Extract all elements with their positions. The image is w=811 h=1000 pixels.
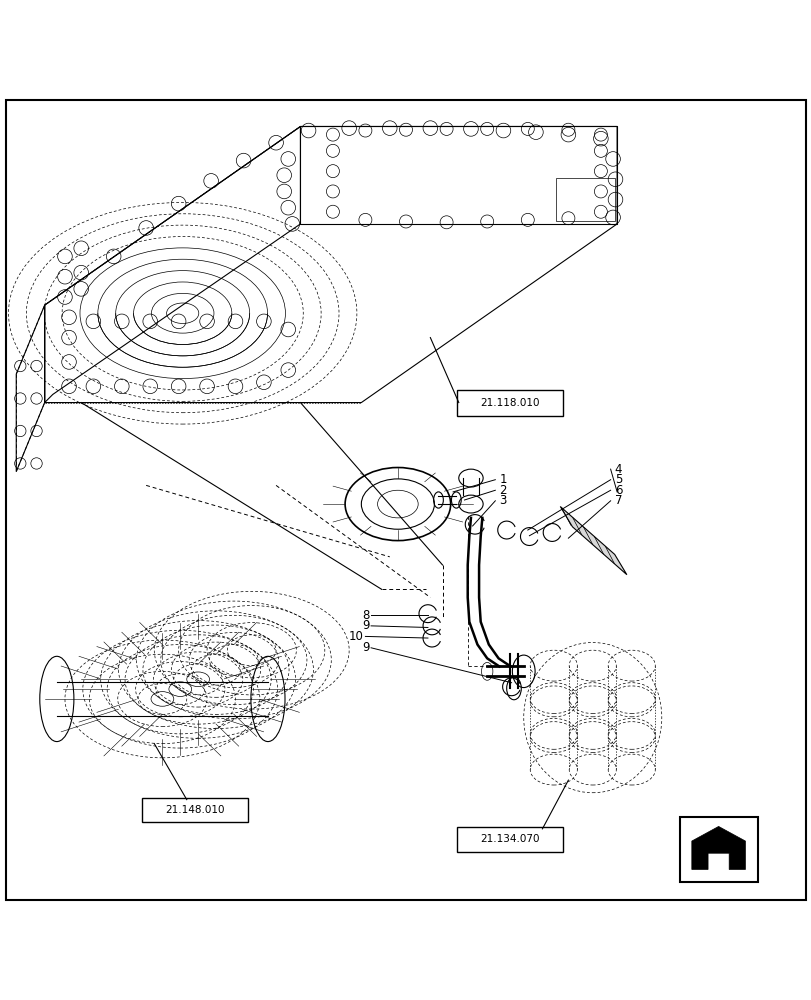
- Polygon shape: [560, 506, 626, 575]
- Text: 21.118.010: 21.118.010: [479, 398, 539, 408]
- Text: 9: 9: [362, 619, 369, 632]
- Text: 6: 6: [614, 484, 621, 497]
- FancyBboxPatch shape: [142, 798, 247, 822]
- Text: 9: 9: [362, 641, 369, 654]
- Text: 3: 3: [499, 494, 506, 507]
- FancyBboxPatch shape: [457, 827, 562, 852]
- Text: 8: 8: [362, 609, 369, 622]
- Text: 10: 10: [349, 630, 363, 643]
- Bar: [680, 817, 757, 882]
- Text: 21.148.010: 21.148.010: [165, 805, 225, 815]
- Text: 2: 2: [499, 484, 506, 497]
- Text: 5: 5: [614, 473, 621, 486]
- Text: 1: 1: [499, 473, 506, 486]
- Text: 7: 7: [614, 494, 621, 507]
- Text: 4: 4: [614, 463, 621, 476]
- Text: 21.134.070: 21.134.070: [479, 834, 539, 844]
- FancyBboxPatch shape: [457, 390, 562, 416]
- Polygon shape: [691, 826, 744, 869]
